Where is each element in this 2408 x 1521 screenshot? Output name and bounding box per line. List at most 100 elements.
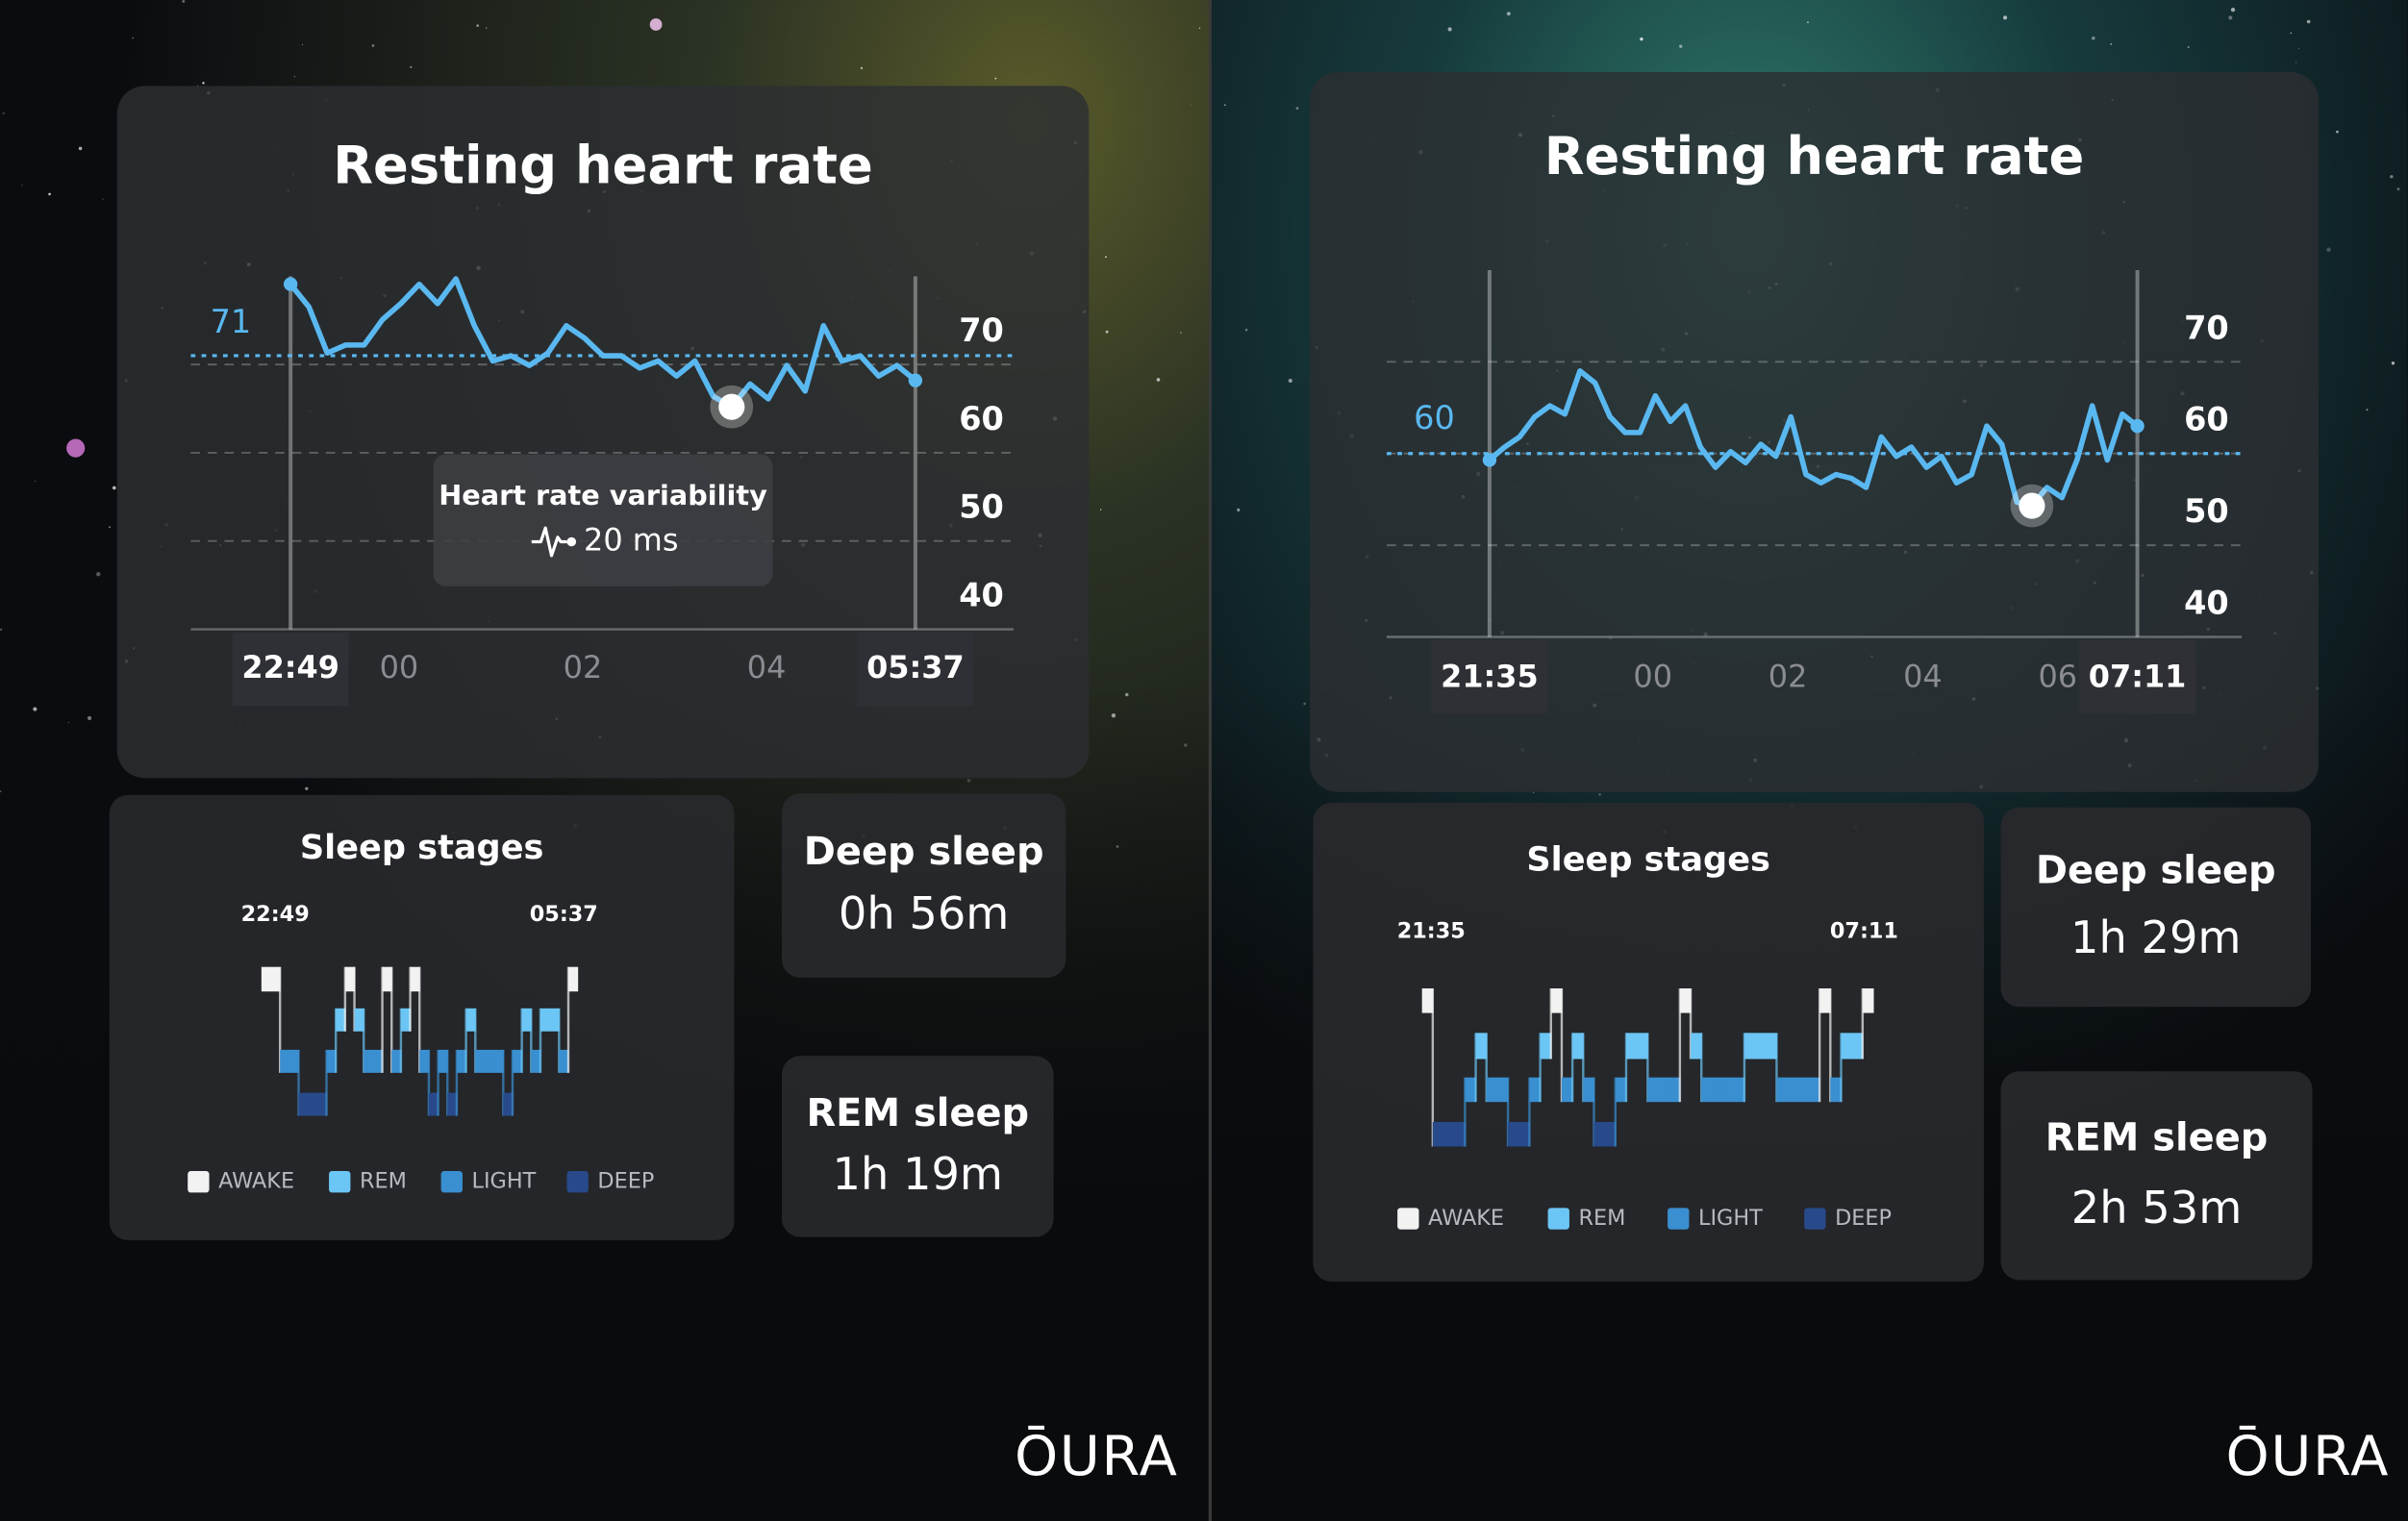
y-tick-label: 60	[959, 400, 1004, 437]
stage-segment	[512, 1049, 523, 1073]
stat-card	[781, 793, 1066, 978]
stage-transition	[1431, 988, 1435, 1147]
stage-segment	[456, 1049, 467, 1073]
stage-segment	[1529, 1077, 1542, 1103]
x-tick-label: 02	[564, 649, 603, 686]
stage-segment	[1797, 1077, 1810, 1103]
x-tick-label: 06	[2038, 659, 2077, 695]
stage-segment	[1830, 1077, 1842, 1103]
stage-segment	[288, 1049, 299, 1073]
y-tick-label: 50	[2184, 492, 2229, 530]
stage-transition	[399, 1008, 403, 1073]
stage-segment	[326, 1049, 337, 1073]
sleep-stages-card	[109, 794, 735, 1240]
card-title: Resting heart rate	[333, 136, 873, 196]
stage-segment	[372, 1049, 384, 1073]
legend-label: DEEP	[597, 1169, 654, 1194]
stage-segment	[1518, 1121, 1530, 1147]
stage-segment	[539, 1008, 551, 1032]
stage-segment	[1615, 1077, 1627, 1103]
stage-segment	[1572, 1033, 1584, 1060]
stage-start-time: 21:35	[1397, 918, 1466, 943]
y-tick-label: 70	[2184, 309, 2229, 346]
stage-segment	[270, 966, 281, 992]
stage-segment	[493, 1049, 504, 1073]
stage-segment	[308, 1092, 318, 1116]
stage-segment	[1583, 1077, 1594, 1103]
stage-transition	[1614, 1077, 1618, 1147]
stage-transition	[502, 1049, 505, 1116]
start-dot	[1482, 453, 1497, 467]
stage-transition	[1485, 1033, 1488, 1103]
stage-segment	[521, 1008, 532, 1032]
stat-card	[2000, 1071, 2313, 1281]
legend-label: REM	[1579, 1206, 1626, 1231]
stat-title: Deep sleep	[2036, 849, 2276, 893]
stage-segment	[1712, 1077, 1724, 1103]
stage-transition	[353, 966, 356, 1032]
stage-transition	[1678, 988, 1682, 1103]
stage-transition	[455, 1049, 459, 1116]
stage-segment	[400, 1008, 412, 1032]
y-tick-label: 50	[959, 488, 1004, 526]
legend-swatch	[1397, 1208, 1419, 1230]
legend-swatch	[1804, 1208, 1826, 1230]
legend-swatch	[440, 1171, 463, 1193]
stage-transition	[335, 1008, 338, 1073]
stage-segment	[419, 1049, 430, 1073]
lowest-dot	[718, 393, 745, 420]
stage-transition	[1528, 1077, 1531, 1147]
stage-transition	[1861, 988, 1865, 1060]
stage-transition	[1840, 1033, 1843, 1103]
stage-segment	[568, 966, 579, 992]
x-tick-label: 04	[1903, 659, 1943, 695]
end-dot	[2130, 418, 2145, 434]
stage-end-time: 05:37	[530, 902, 598, 927]
stage-segment	[484, 1049, 495, 1073]
stage-segment	[1637, 1033, 1648, 1060]
stage-segment	[438, 1049, 448, 1073]
stage-transition	[297, 1049, 300, 1116]
stage-transition	[1474, 1033, 1477, 1103]
stat-card	[781, 1056, 1054, 1237]
legend-label: REM	[360, 1169, 407, 1194]
stage-transition	[427, 1049, 431, 1116]
time-label: 07:11	[2089, 659, 2187, 695]
time-label-box	[1431, 639, 1548, 714]
stage-segment	[1658, 1077, 1670, 1103]
stage-segment	[1787, 1077, 1799, 1103]
stage-segment	[1819, 988, 1831, 1013]
x-tick-label: 04	[747, 649, 787, 686]
stat-value: 0h 56m	[839, 887, 1009, 939]
stage-transition	[1818, 988, 1821, 1103]
stage-transition	[1549, 988, 1552, 1060]
card-title: Resting heart rate	[1544, 126, 2085, 187]
stage-segment	[354, 1008, 364, 1032]
average-label: 60	[1414, 399, 1455, 436]
legend-label: DEEP	[1835, 1206, 1892, 1231]
y-tick-label: 60	[2184, 401, 2229, 438]
stage-segment	[261, 966, 271, 992]
stage-segment	[298, 1092, 309, 1116]
stage-transition	[539, 1008, 542, 1073]
stage-segment	[531, 1049, 541, 1073]
card-title: Sleep stages	[300, 828, 544, 867]
time-label: 21:35	[1441, 659, 1539, 695]
stage-segment	[1465, 1077, 1477, 1103]
heart-rate-card	[116, 86, 1090, 779]
heart-rate-line	[288, 276, 917, 410]
stage-transition	[1775, 1033, 1778, 1103]
hrv-label: Heart rate variability	[439, 479, 767, 511]
stage-segment	[336, 1008, 346, 1032]
stage-segment	[447, 1092, 458, 1116]
stage-segment	[280, 1049, 290, 1073]
stage-segment	[1496, 1077, 1509, 1103]
stage-segment	[316, 1092, 328, 1116]
stage-segment	[503, 1092, 514, 1116]
stage-transition	[343, 966, 347, 1032]
stage-transition	[566, 966, 570, 1073]
stage-segment	[1486, 1077, 1498, 1103]
stage-segment	[391, 1049, 402, 1073]
stage-transition	[363, 1008, 365, 1073]
stage-transition	[558, 1008, 561, 1073]
